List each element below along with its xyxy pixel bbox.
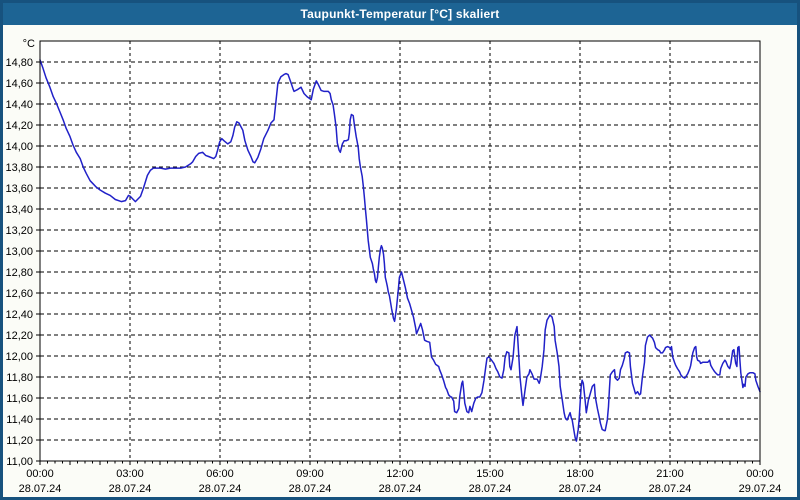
svg-text:00:00: 00:00: [26, 468, 54, 480]
title-bar: Taupunkt-Temperatur [°C] skaliert: [3, 3, 797, 25]
svg-text:09:00: 09:00: [296, 468, 324, 480]
svg-text:28.07.24: 28.07.24: [379, 483, 422, 495]
svg-text:12,80: 12,80: [5, 267, 33, 279]
svg-text:14,60: 14,60: [5, 78, 33, 90]
page-title: Taupunkt-Temperatur [°C] skaliert: [300, 7, 500, 21]
svg-text:06:00: 06:00: [206, 468, 234, 480]
svg-text:12,60: 12,60: [5, 288, 33, 300]
svg-text:13,80: 13,80: [5, 162, 33, 174]
y-axis-labels: 14,80 14,60 14,40 14,20 14,00 13,80 13,60 13,40…: [5, 57, 33, 468]
data-line: [39, 59, 761, 442]
svg-text:28.07.24: 28.07.24: [559, 483, 602, 495]
svg-text:29.07.24: 29.07.24: [739, 483, 782, 495]
x-axis-labels: 00:00 28.07.24 03:00 28.07.24 06:00 28.07.24 0…: [19, 468, 782, 495]
svg-text:°C: °C: [23, 38, 35, 50]
svg-text:11,80: 11,80: [6, 372, 33, 384]
svg-text:12,20: 12,20: [5, 330, 33, 342]
svg-text:11,20: 11,20: [6, 435, 33, 447]
svg-text:14,00: 14,00: [5, 141, 33, 153]
svg-text:11,40: 11,40: [6, 414, 33, 426]
svg-text:00:00: 00:00: [746, 468, 774, 480]
svg-text:12,00: 12,00: [5, 351, 33, 363]
svg-text:11,00: 11,00: [6, 456, 33, 468]
svg-text:28.07.24: 28.07.24: [109, 483, 152, 495]
svg-text:14,80: 14,80: [5, 57, 33, 69]
svg-text:28.07.24: 28.07.24: [289, 483, 332, 495]
svg-text:11,60: 11,60: [6, 393, 33, 405]
svg-text:13,40: 13,40: [5, 204, 33, 216]
svg-text:28.07.24: 28.07.24: [649, 483, 692, 495]
plot-border: [39, 40, 761, 462]
svg-text:15:00: 15:00: [476, 468, 504, 480]
svg-text:14,40: 14,40: [5, 99, 33, 111]
svg-text:12:00: 12:00: [386, 468, 414, 480]
svg-text:12,40: 12,40: [5, 309, 33, 321]
svg-text:18:00: 18:00: [566, 468, 594, 480]
gridlines: [40, 41, 760, 462]
svg-text:21:00: 21:00: [656, 468, 684, 480]
y-axis-unit-label: °C: [23, 38, 35, 50]
svg-text:14,20: 14,20: [5, 120, 33, 132]
svg-text:28.07.24: 28.07.24: [469, 483, 512, 495]
svg-text:13,60: 13,60: [5, 183, 33, 195]
chart-canvas: 14,80 14,60 14,40 14,20 14,00 13,80 13,60 13,40…: [5, 38, 782, 495]
svg-text:28.07.24: 28.07.24: [19, 483, 62, 495]
svg-text:28.07.24: 28.07.24: [199, 483, 242, 495]
svg-text:13,00: 13,00: [5, 246, 33, 258]
svg-text:03:00: 03:00: [116, 468, 144, 480]
svg-text:13,20: 13,20: [5, 225, 33, 237]
